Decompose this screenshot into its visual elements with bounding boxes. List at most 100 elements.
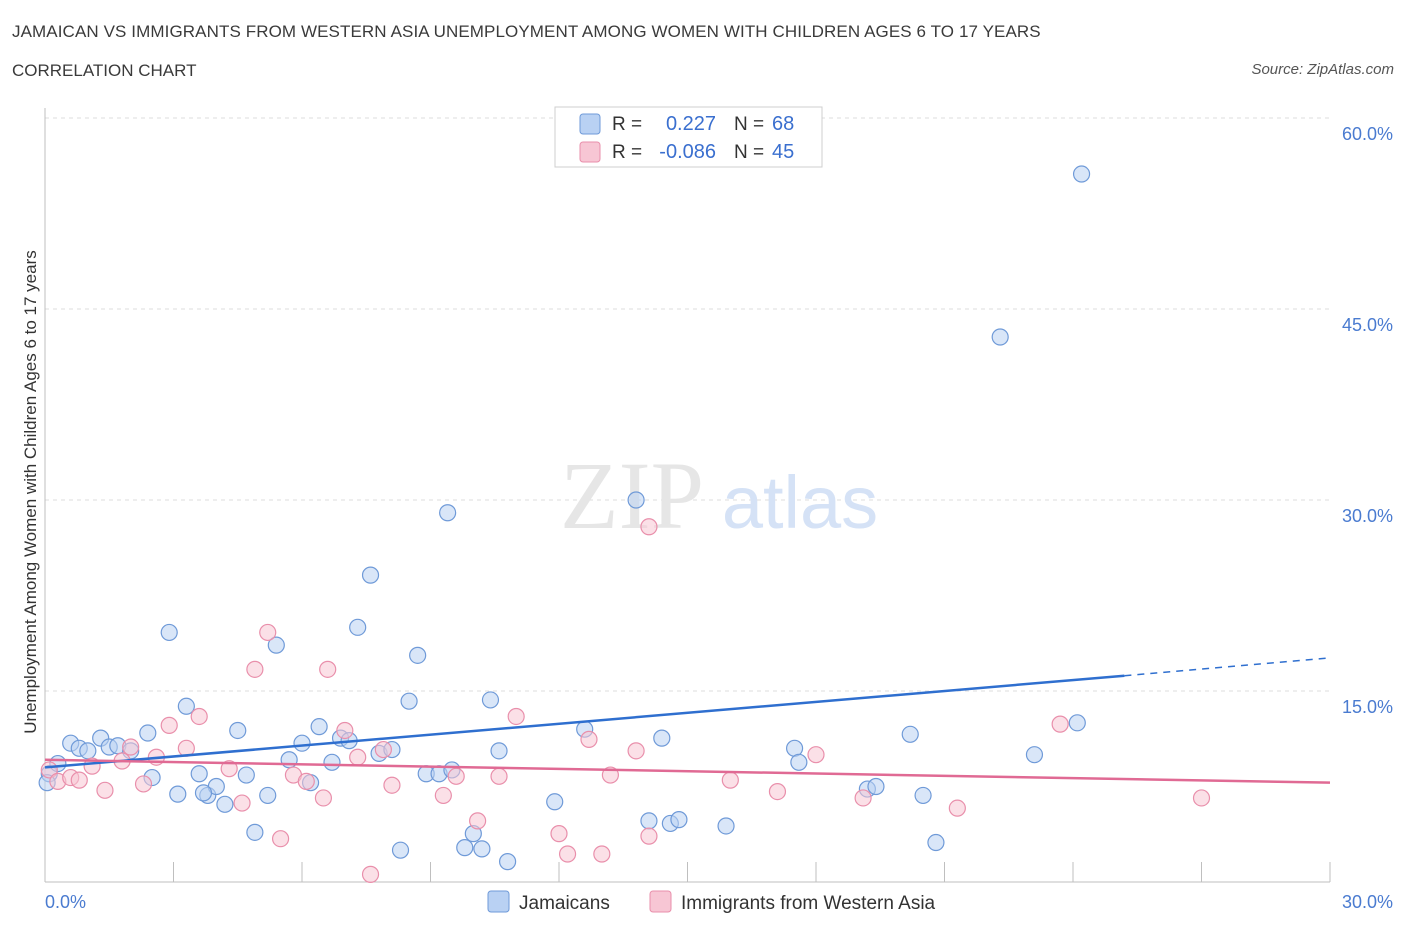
- watermark-atlas: atlas: [722, 461, 878, 544]
- point-s2-26: [383, 776, 401, 794]
- grid-lines: [45, 117, 1330, 692]
- point-s2-33: [558, 845, 577, 863]
- legend-swatch-bottom-jamaicans: [487, 890, 510, 913]
- point-s2-42: [807, 746, 825, 764]
- point-s1-54: [717, 817, 735, 835]
- point-s2-34: [580, 730, 598, 748]
- chart-title: JAMAICAN VS IMMIGRANTS FROM WESTERN ASIA…: [12, 22, 1041, 41]
- stats-legend: R = 0.227 N = 68 R = -0.086 N = 45: [554, 106, 823, 168]
- point-s2-7: [122, 738, 140, 756]
- axes: [44, 108, 1331, 883]
- point-s1-18: [229, 721, 247, 740]
- point-s2-23: [349, 748, 367, 766]
- point-s2-32: [550, 825, 568, 843]
- legend-r-label-2: R =: [612, 142, 642, 163]
- y-tick-label-30: 30.0%: [1342, 506, 1393, 526]
- point-s2-8: [134, 775, 153, 793]
- point-s1-4: [79, 742, 97, 760]
- point-s2-27: [434, 786, 452, 805]
- point-s2-17: [271, 830, 290, 848]
- point-s1-14: [190, 765, 208, 783]
- point-s1-9: [139, 724, 157, 742]
- point-s1-13: [177, 697, 195, 715]
- series-legend: Jamaicans Immigrants from Western Asia: [487, 890, 936, 914]
- point-s2-25: [374, 740, 392, 759]
- source-credit: Source: ZipAtlas.com: [1251, 61, 1394, 78]
- x-tick-label-min: 0.0%: [45, 892, 86, 912]
- tick-labels: 15.0% 30.0% 45.0% 60.0% 0.0% 30.0%: [45, 124, 1393, 912]
- point-s1-61: [927, 833, 945, 852]
- point-s1-35: [400, 692, 418, 710]
- point-s2-20: [314, 789, 333, 807]
- point-s1-20: [246, 823, 264, 841]
- point-s1-22: [267, 636, 285, 654]
- point-s1-31: [361, 566, 380, 584]
- legend-n-label-1: N =: [734, 114, 764, 135]
- point-s2-31: [507, 707, 525, 726]
- point-s1-24: [293, 734, 311, 752]
- point-s1-19: [237, 766, 255, 784]
- point-s2-44: [948, 799, 966, 817]
- point-s2-22: [336, 721, 354, 740]
- point-s1-53: [670, 811, 688, 829]
- point-s1-41: [456, 839, 474, 857]
- point-s1-30: [349, 618, 367, 636]
- point-s1-49: [627, 491, 645, 509]
- point-s2-15: [246, 660, 264, 678]
- y-tick-label-15: 15.0%: [1342, 697, 1393, 717]
- point-s1-50: [640, 812, 658, 830]
- point-s1-21: [259, 786, 277, 805]
- point-s1-67: [194, 784, 213, 802]
- point-s2-21: [319, 660, 337, 678]
- point-s2-19: [297, 772, 315, 791]
- legend-swatch-jamaicans: [579, 113, 601, 135]
- point-s1-43: [473, 840, 491, 858]
- point-s1-36: [409, 646, 427, 664]
- point-s2-38: [640, 827, 658, 845]
- point-s2-35: [593, 845, 611, 863]
- point-s2-40: [721, 771, 739, 789]
- point-s1-27: [323, 753, 341, 771]
- point-s1-56: [790, 753, 808, 771]
- point-s2-13: [220, 760, 238, 778]
- point-s1-51: [653, 729, 671, 747]
- point-s1-65: [1072, 165, 1091, 183]
- point-s2-12: [190, 707, 208, 726]
- point-s1-26: [310, 718, 328, 736]
- point-s2-28: [447, 767, 465, 785]
- y-axis-title: Unemployment Among Women with Children A…: [21, 250, 40, 734]
- y-tick-label-60: 60.0%: [1342, 124, 1393, 144]
- y-tick-label-45: 45.0%: [1342, 315, 1393, 335]
- point-s1-59: [901, 725, 919, 743]
- point-s1-63: [1025, 746, 1044, 764]
- point-s1-11: [160, 623, 178, 642]
- point-s1-64: [1068, 714, 1086, 732]
- point-s2-46: [1192, 789, 1211, 807]
- legend-label-western-asia: Immigrants from Western Asia: [681, 893, 936, 914]
- trend-line-jamaicans: [44, 674, 1125, 769]
- point-s2-5: [96, 781, 114, 799]
- point-s1-46: [499, 853, 517, 871]
- point-s1-44: [481, 691, 500, 709]
- trend-lines: [44, 657, 1331, 784]
- point-s2-30: [490, 767, 508, 785]
- legend-n-label-2: N =: [734, 142, 764, 163]
- legend-n-value-2: 45: [772, 141, 794, 163]
- point-s2-39: [640, 518, 658, 536]
- point-s1-60: [914, 786, 932, 805]
- point-s1-17: [216, 795, 234, 813]
- point-s2-3: [70, 771, 88, 789]
- legend-r-value-2: -0.086: [659, 141, 716, 163]
- point-s2-29: [469, 812, 487, 830]
- point-s2-37: [627, 742, 645, 760]
- point-s1-45: [490, 742, 508, 760]
- legend-n-value-1: 68: [772, 113, 794, 135]
- trend-line-western-asia: [44, 758, 1331, 784]
- point-s1-34: [391, 841, 410, 859]
- legend-swatch-western-asia: [579, 141, 601, 163]
- point-s1-62: [991, 328, 1009, 346]
- point-s2-24: [361, 865, 380, 883]
- watermark: ZIP atlas: [560, 442, 878, 549]
- legend-swatch-bottom-western-asia: [649, 890, 672, 913]
